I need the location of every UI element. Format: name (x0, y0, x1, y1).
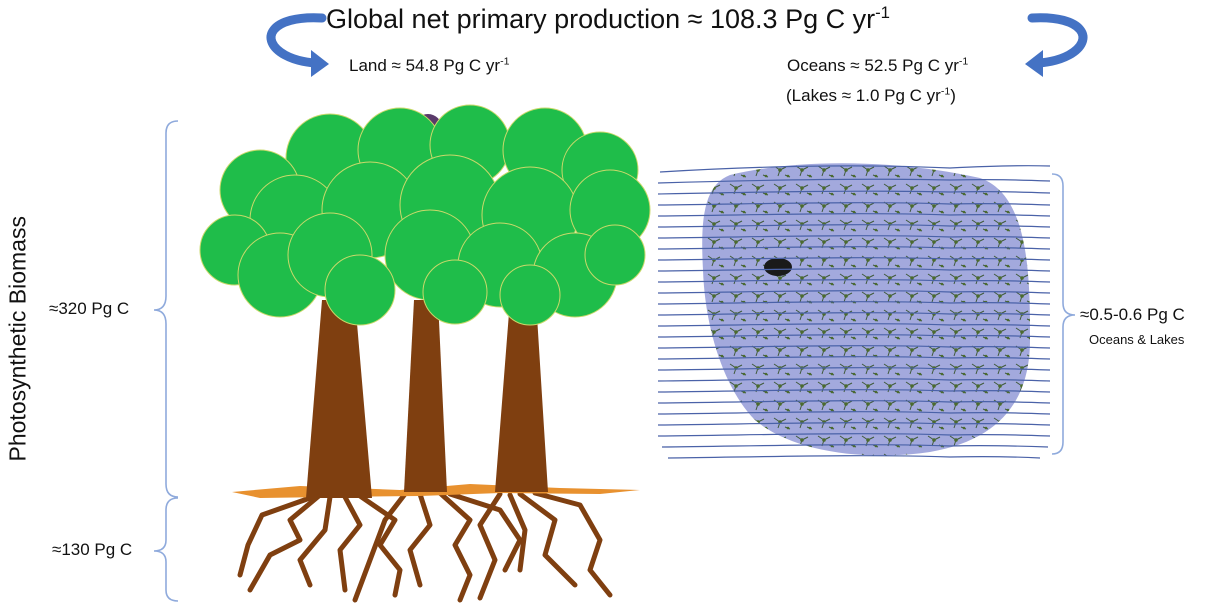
aquatic-biomass-value: ≈0.5-0.6 Pg C (1080, 305, 1185, 324)
oceans-npp-label: Oceans ≈ 52.5 Pg C yr-1 (787, 56, 968, 76)
land-npp-label: Land ≈ 54.8 Pg C yr-1 (349, 56, 509, 76)
trunk-right (495, 300, 548, 492)
aboveground-bracket (153, 120, 179, 498)
oceans-npp-text: Oceans ≈ 52.5 Pg C yr (787, 56, 959, 75)
canopy (199, 104, 651, 326)
aquatic-biomass-scope: Oceans & Lakes (1089, 332, 1185, 347)
title-text: Global net primary production ≈ 108.3 Pg… (326, 4, 876, 34)
land-npp-text: Land ≈ 54.8 Pg C yr (349, 56, 501, 75)
oceans-npp-exponent: -1 (958, 55, 969, 68)
roots (237, 490, 613, 603)
aboveground-biomass-value: ≈320 Pg C (49, 299, 130, 318)
lakes-npp-exponent: -1 (940, 85, 951, 98)
trunk-middle (404, 300, 447, 492)
curved-arrow-left-icon (266, 13, 329, 77)
trunk-left (306, 300, 372, 498)
water-lines (657, 165, 1051, 459)
title-exponent: -1 (875, 3, 890, 22)
lakes-npp-close: ) (950, 86, 956, 105)
dark-particle (764, 258, 792, 276)
belowground-biomass-value: ≈130 Pg C (52, 540, 133, 559)
diagram-title: Global net primary production ≈ 108.3 Pg… (0, 4, 1216, 35)
lakes-npp-label: (Lakes ≈ 1.0 Pg C yr-1) (786, 86, 956, 106)
curved-arrow-right-icon (1025, 13, 1088, 77)
aquatic-bracket (1051, 173, 1076, 455)
belowground-bracket (153, 497, 179, 602)
land-npp-exponent: -1 (500, 55, 510, 68)
lakes-npp-text: (Lakes ≈ 1.0 Pg C yr (786, 86, 941, 105)
